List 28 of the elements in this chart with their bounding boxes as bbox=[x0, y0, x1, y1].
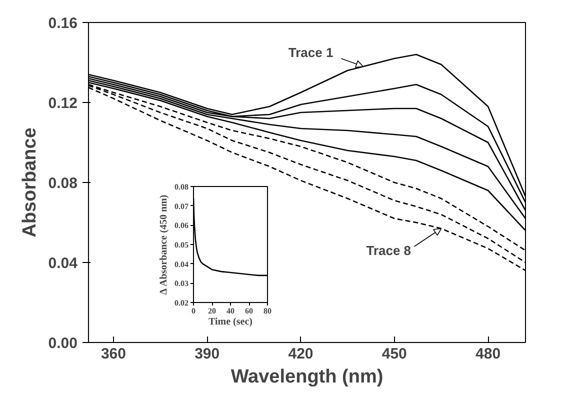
y-tick-label: 0.16 bbox=[48, 15, 78, 32]
y-tick-label: 0.04 bbox=[174, 260, 188, 269]
y-tick-label: 0.06 bbox=[174, 221, 188, 230]
x-tick-label: 420 bbox=[288, 346, 314, 362]
x-tick-label: 0 bbox=[192, 306, 196, 316]
x-tick-label: 360 bbox=[100, 346, 126, 362]
y-tick-label: 0.04 bbox=[48, 255, 78, 272]
x-axis-title: Wavelength (nm) bbox=[230, 366, 384, 388]
x-tick-label: 60 bbox=[245, 306, 253, 316]
x-tick-label: 480 bbox=[476, 346, 501, 362]
annotation: Trace 8 bbox=[366, 243, 412, 258]
y-tick-label: 0.05 bbox=[174, 240, 188, 250]
x-tick-label: 80 bbox=[264, 306, 272, 316]
y-tick-label: 0.03 bbox=[174, 279, 188, 288]
y-tick-label: 0.08 bbox=[48, 175, 78, 192]
y-tick-label: 0.08 bbox=[174, 182, 188, 192]
y-tick-label: 0.12 bbox=[48, 95, 78, 112]
y-tick-label: 0.00 bbox=[48, 335, 78, 352]
x-tick-label: 40 bbox=[226, 306, 234, 316]
x-tick-label: 390 bbox=[194, 346, 220, 362]
y-axis-title: Δ Absorbance (450 nm) bbox=[158, 194, 170, 295]
x-axis-title: Time (sec) bbox=[208, 316, 252, 328]
annotation: Trace 1 bbox=[288, 45, 334, 60]
y-tick-label: 0.02 bbox=[174, 298, 188, 308]
y-tick-label: 0.07 bbox=[174, 202, 188, 211]
x-tick-label: 20 bbox=[208, 306, 216, 316]
y-axis-title: Absorbance bbox=[19, 128, 40, 238]
x-tick-label: 450 bbox=[382, 346, 407, 362]
